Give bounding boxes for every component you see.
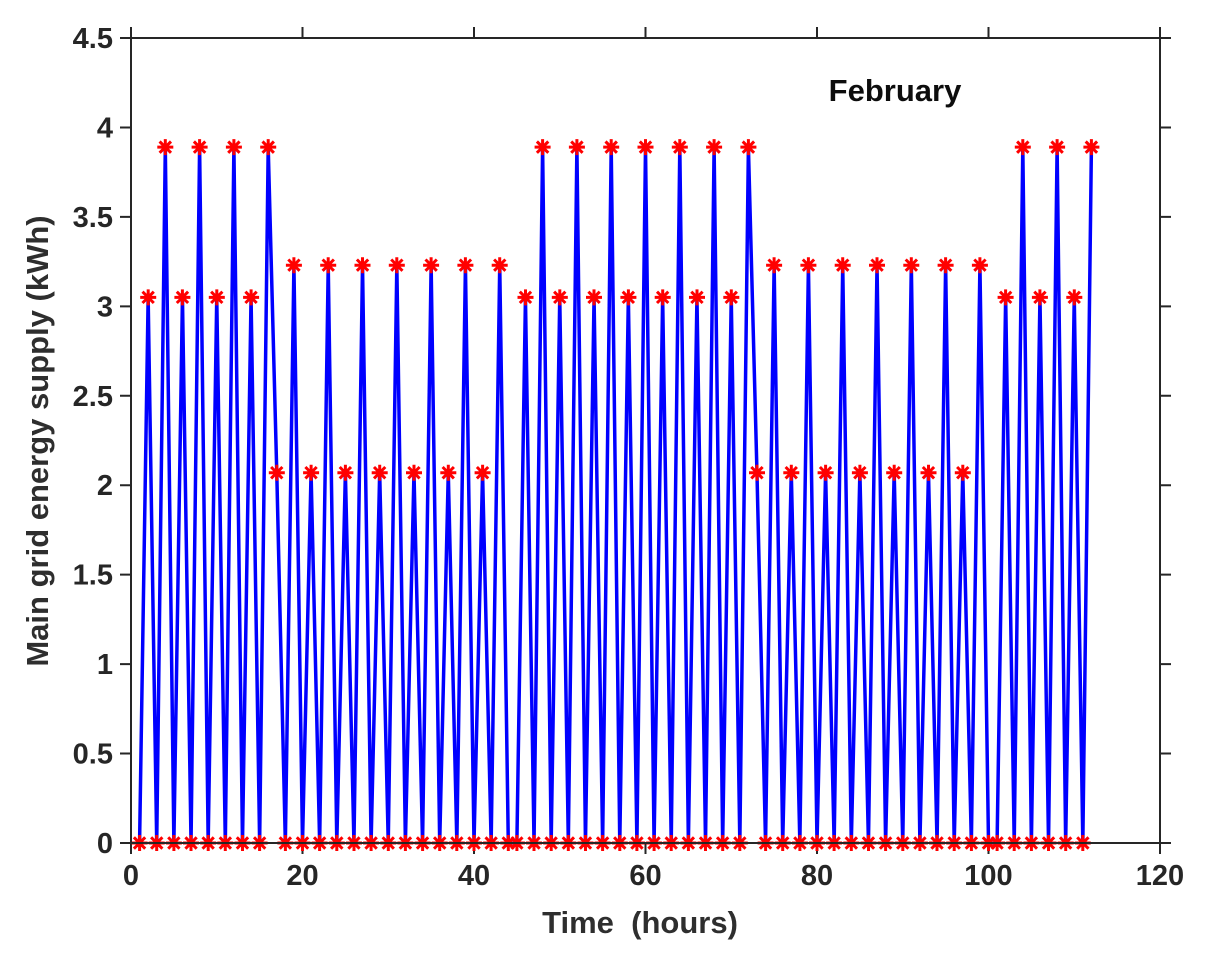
y-tick-label: 3.5 xyxy=(73,202,113,234)
x-tick-label: 40 xyxy=(458,860,490,892)
y-tick-label: 4.5 xyxy=(73,23,113,55)
axis-ticks xyxy=(120,27,1171,854)
x-tick-label: 80 xyxy=(801,860,833,892)
y-tick-label: 1 xyxy=(97,649,113,681)
x-tick-label: 0 xyxy=(123,860,139,892)
y-tick-label: 0 xyxy=(97,828,113,860)
x-tick-label: 60 xyxy=(629,860,661,892)
x-tick-label: 20 xyxy=(286,860,318,892)
y-axis-label: Main grid energy supply (kWh) xyxy=(20,215,55,667)
y-tick-label: 1.5 xyxy=(73,560,113,592)
x-tick-label: 120 xyxy=(1136,860,1184,892)
y-tick-label: 2 xyxy=(97,470,113,502)
y-tick-label: 0.5 xyxy=(73,739,113,771)
x-tick-label: 100 xyxy=(964,860,1012,892)
y-tick-label: 4 xyxy=(97,112,113,144)
axes-box xyxy=(130,37,1161,844)
month-annotation: February xyxy=(828,73,962,108)
y-tick-label: 2.5 xyxy=(73,381,113,413)
y-tick-label: 3 xyxy=(97,291,113,323)
data-line xyxy=(137,145,1094,845)
x-axis-label: Time (hours) xyxy=(542,905,738,940)
